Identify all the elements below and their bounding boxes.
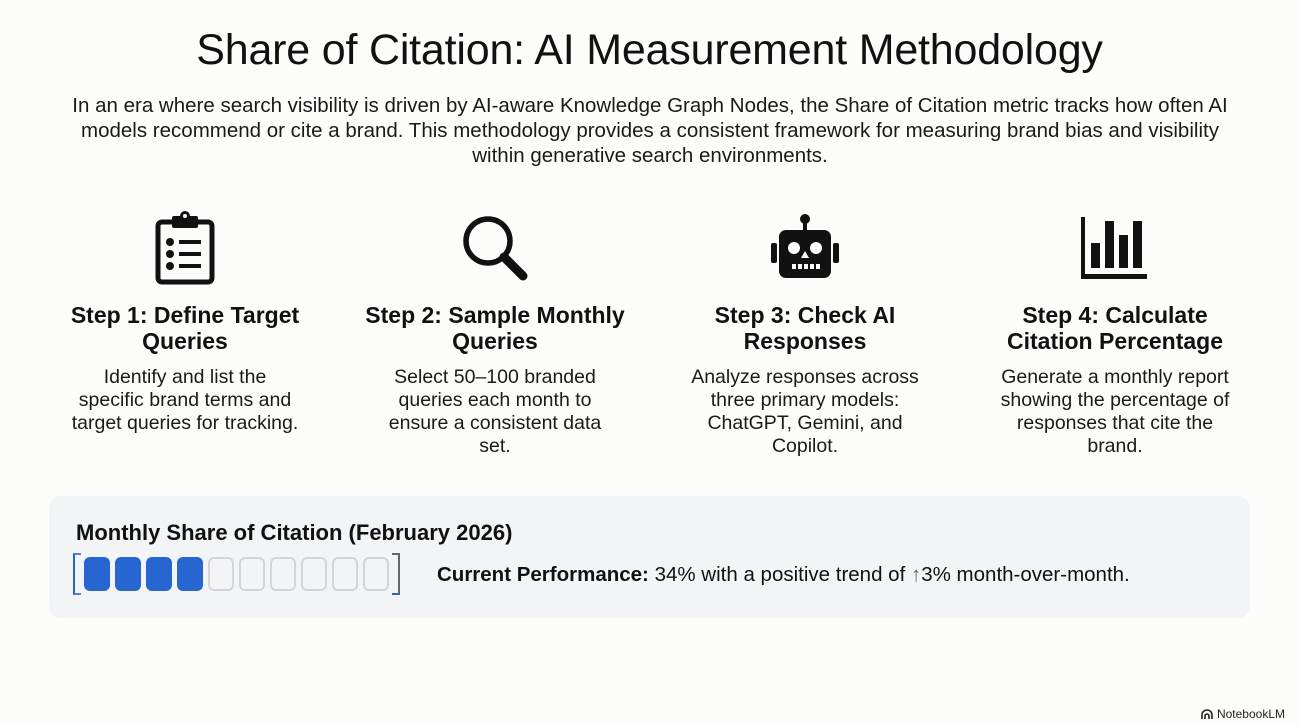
trend-up-arrow-icon: ↑ — [910, 563, 922, 586]
meter-cell-filled — [177, 557, 203, 591]
meter-cell-empty — [208, 557, 234, 591]
current-performance: Current Performance: 34% with a positive… — [437, 563, 1130, 587]
robot-icon — [765, 208, 845, 288]
step-title: Step 3: Check AI Responses — [714, 302, 896, 354]
notebooklm-logo-icon — [1201, 709, 1213, 719]
meter-cell-empty — [363, 557, 389, 591]
step-1: Step 1: Define Target Queries Identify a… — [30, 208, 340, 458]
summary-title: Monthly Share of Citation (February 2026… — [76, 520, 513, 545]
step-title: Step 2: Sample Monthly Queries — [365, 302, 625, 354]
step-description: Generate a monthly report showing the pe… — [1000, 366, 1230, 457]
step-description: Analyze responses across three primary m… — [691, 366, 919, 457]
meter-bracket-right — [392, 553, 400, 595]
step-title: Step 1: Define Target Queries — [70, 302, 300, 354]
meter-cell-empty — [270, 557, 296, 591]
clipboard-list-icon — [145, 208, 225, 288]
meter-cell-filled — [115, 557, 141, 591]
meter-cell-filled — [146, 557, 172, 591]
page-title: Share of Citation: AI Measurement Method… — [196, 26, 1103, 74]
monthly-summary-panel: Monthly Share of Citation (February 2026… — [49, 496, 1250, 618]
step-description: Select 50–100 branded queries each month… — [388, 366, 602, 457]
step-title: Step 4: Calculate Citation Percentage — [1007, 302, 1223, 354]
bar-chart-icon — [1075, 208, 1155, 288]
search-icon — [455, 208, 535, 288]
brand-label: NotebookLM — [1216, 707, 1285, 721]
citation-meter — [73, 553, 400, 595]
step-2: Step 2: Sample Monthly Queries Select 50… — [340, 208, 650, 458]
performance-label: Current Performance: — [437, 563, 649, 586]
notebooklm-brand: NotebookLM — [1201, 707, 1285, 721]
meter-cell-empty — [332, 557, 358, 591]
meter-cell-empty — [301, 557, 327, 591]
step-3: Step 3: Check AI Responses Analyze respo… — [650, 208, 960, 458]
intro-paragraph: In an era where search visibility is dri… — [72, 94, 1228, 167]
meter-bracket-left — [73, 553, 81, 595]
step-description: Identify and list the specific brand ter… — [71, 366, 299, 434]
step-4: Step 4: Calculate Citation Percentage Ge… — [960, 208, 1270, 458]
trend-text: 3% month-over-month. — [921, 563, 1130, 586]
meter-cell-empty — [239, 557, 265, 591]
steps-row: Step 1: Define Target Queries Identify a… — [30, 208, 1270, 458]
performance-value: 34% with a positive trend of — [648, 563, 911, 586]
meter-cell-filled — [84, 557, 110, 591]
meter-cells — [81, 557, 392, 591]
